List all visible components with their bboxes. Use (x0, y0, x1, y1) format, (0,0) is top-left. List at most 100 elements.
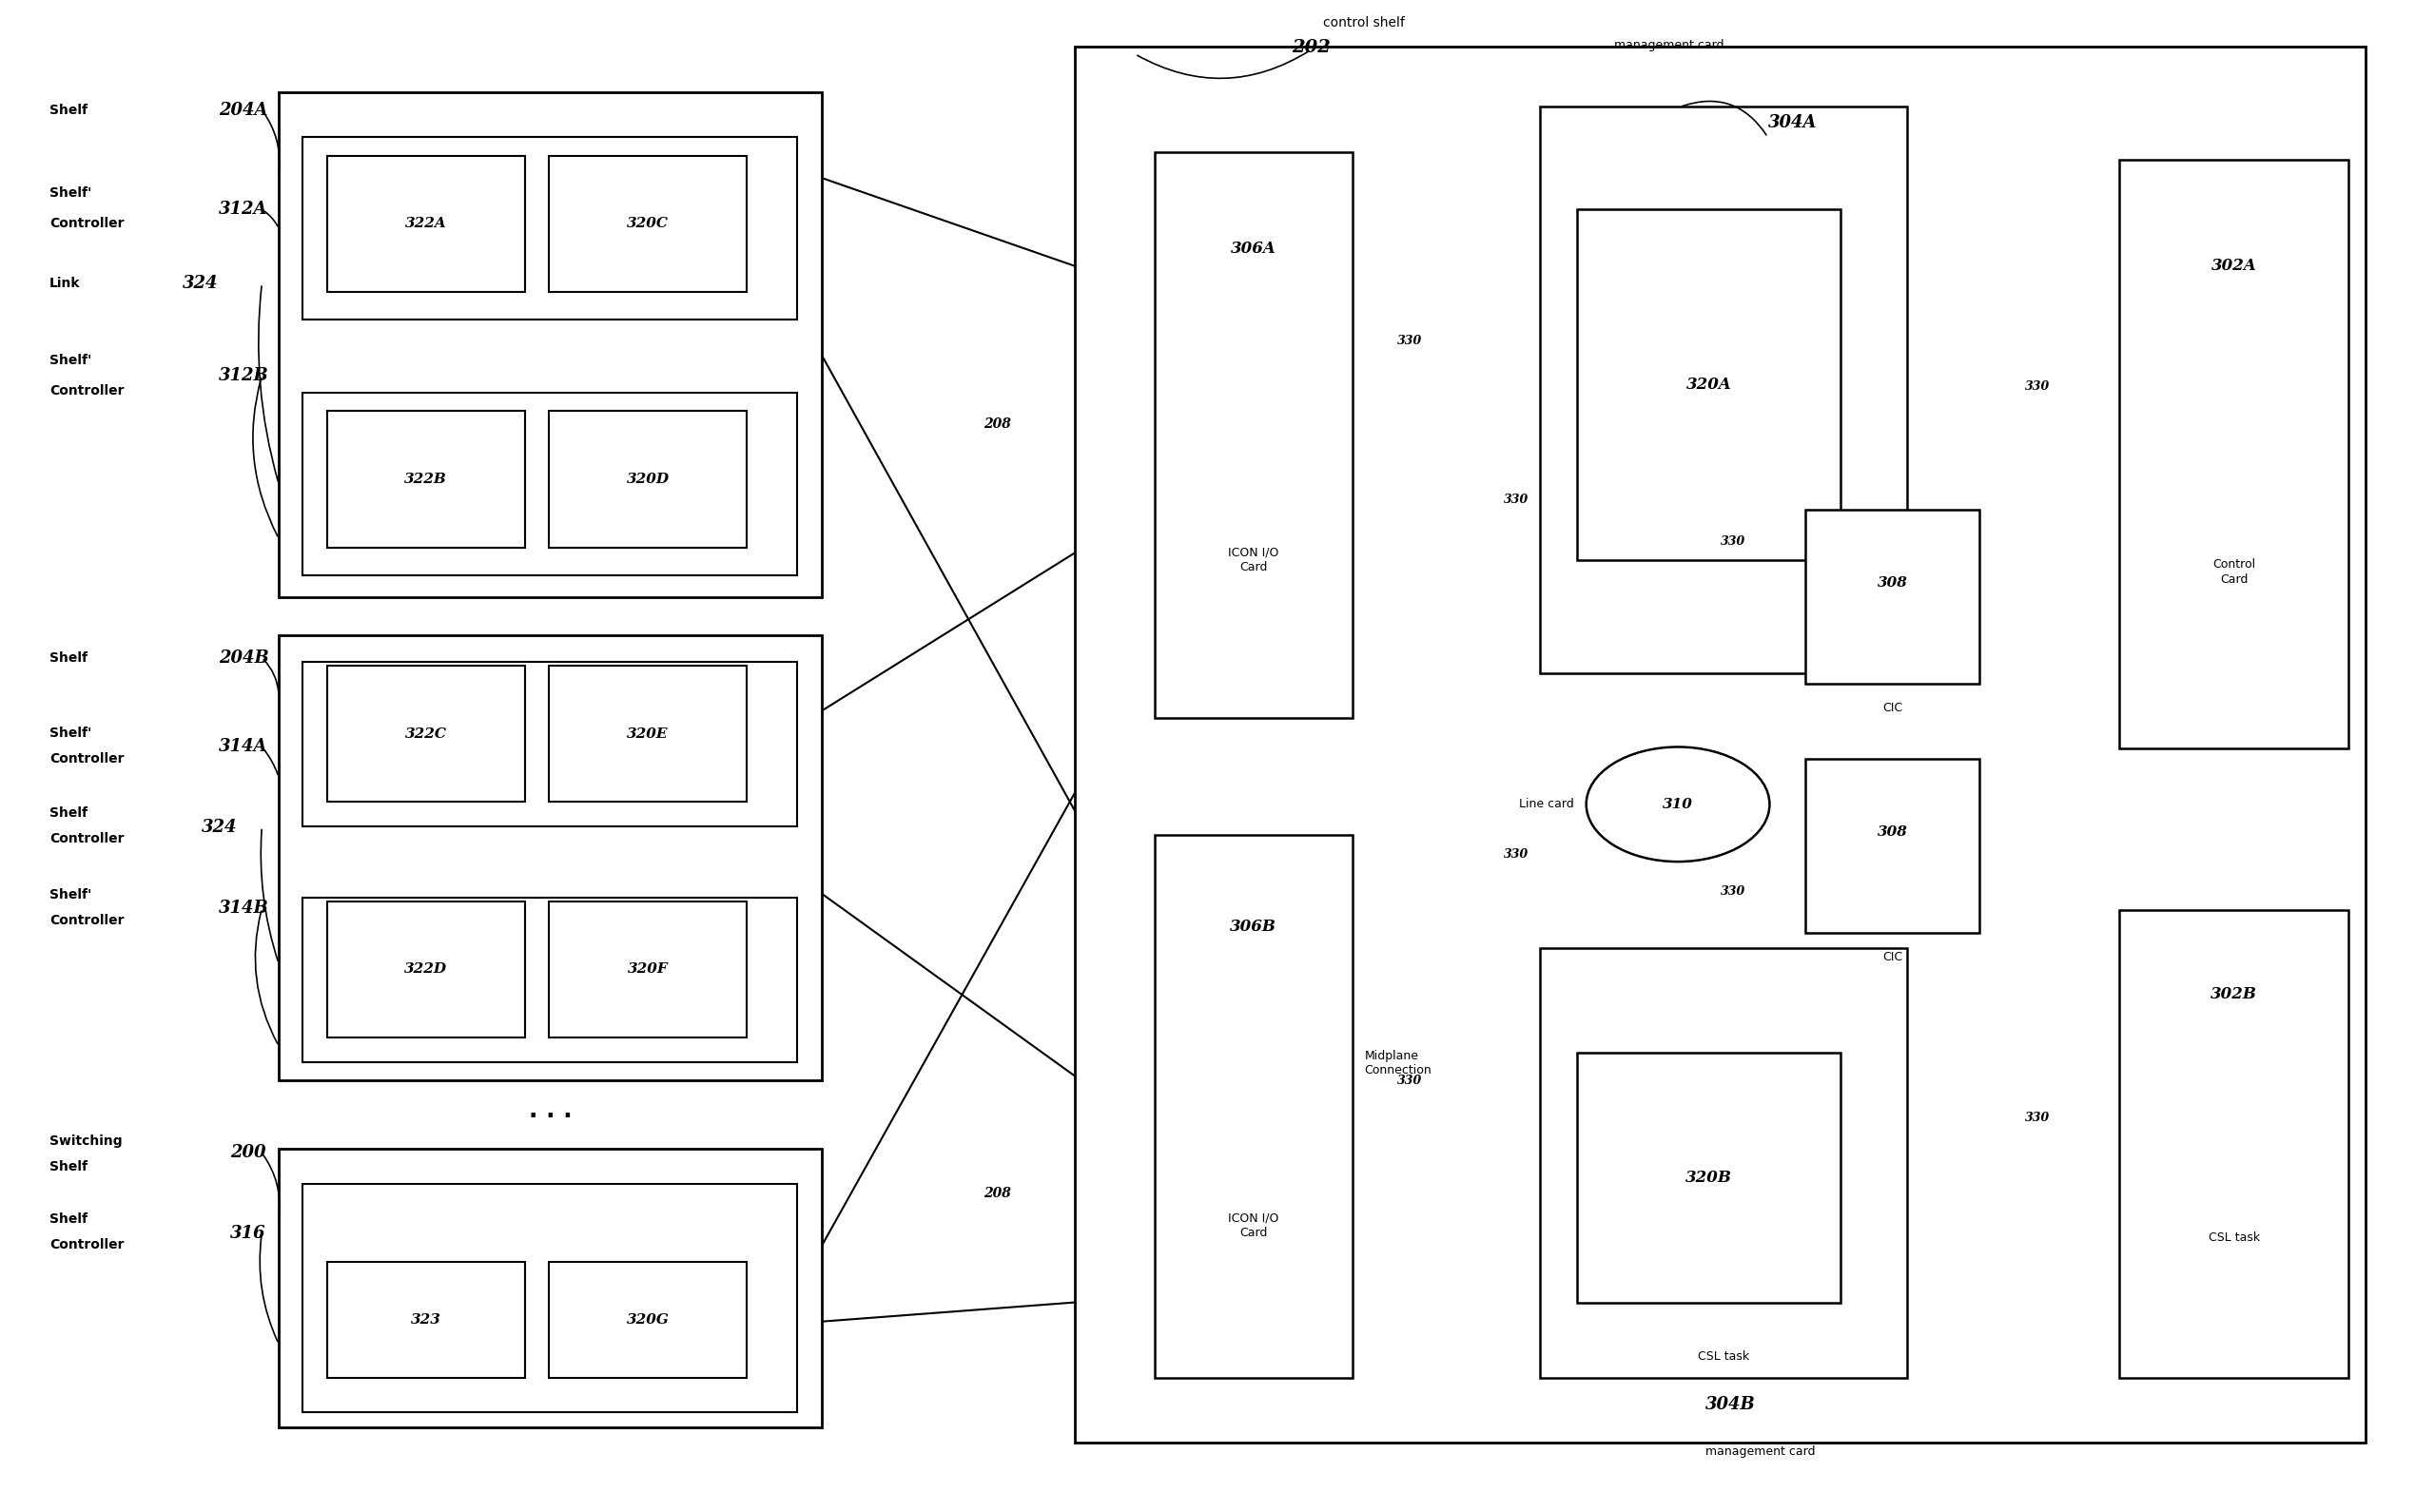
Text: Shelf: Shelf (51, 103, 87, 116)
Text: 330: 330 (2024, 1111, 2050, 1125)
Text: 302A: 302A (2212, 257, 2256, 274)
Text: CIC: CIC (1884, 951, 1903, 963)
Text: 320G: 320G (625, 1314, 669, 1328)
Text: Controller: Controller (51, 216, 123, 230)
FancyBboxPatch shape (302, 1184, 797, 1412)
Text: 312B: 312B (217, 367, 268, 384)
Text: 200: 200 (229, 1145, 266, 1161)
Text: Shelf': Shelf' (51, 888, 92, 901)
Text: 320F: 320F (628, 963, 669, 977)
FancyBboxPatch shape (326, 411, 524, 547)
FancyBboxPatch shape (1577, 209, 1840, 559)
Text: 204A: 204A (217, 101, 268, 118)
Text: 322D: 322D (403, 963, 447, 977)
Text: 302B: 302B (2210, 986, 2258, 1002)
FancyBboxPatch shape (1154, 153, 1352, 718)
Text: Shelf': Shelf' (51, 727, 92, 739)
Text: 324: 324 (200, 818, 237, 836)
FancyBboxPatch shape (278, 635, 821, 1081)
Text: 322A: 322A (406, 218, 447, 230)
Text: 310: 310 (1664, 798, 1693, 810)
FancyBboxPatch shape (1577, 1052, 1840, 1302)
Text: 324: 324 (181, 275, 217, 292)
Text: ICON I/O
Card: ICON I/O Card (1227, 1213, 1278, 1240)
Text: Shelf': Shelf' (51, 354, 92, 367)
FancyBboxPatch shape (548, 665, 746, 801)
FancyBboxPatch shape (1541, 107, 1908, 673)
Text: 314B: 314B (217, 900, 268, 916)
FancyBboxPatch shape (278, 92, 821, 597)
Text: Shelf: Shelf (51, 1213, 87, 1226)
Text: Switching: Switching (51, 1134, 123, 1148)
Text: management card: management card (1705, 1445, 1816, 1458)
Text: 330: 330 (1398, 334, 1422, 348)
FancyBboxPatch shape (2120, 160, 2347, 748)
Text: 304A: 304A (1768, 115, 1816, 132)
Text: 208: 208 (983, 417, 1012, 431)
Text: Link: Link (51, 277, 80, 290)
FancyBboxPatch shape (1806, 759, 1980, 933)
FancyBboxPatch shape (2120, 910, 2347, 1377)
Text: Controller: Controller (51, 753, 123, 765)
Text: 320B: 320B (1686, 1170, 1732, 1185)
Text: Controller: Controller (51, 1238, 123, 1252)
Text: CSL task: CSL task (2207, 1231, 2260, 1244)
FancyBboxPatch shape (1075, 47, 2364, 1442)
Text: control shelf: control shelf (1323, 17, 1406, 30)
Text: 208: 208 (983, 1187, 1012, 1201)
Text: 316: 316 (229, 1225, 266, 1241)
FancyBboxPatch shape (1806, 510, 1980, 683)
FancyBboxPatch shape (302, 662, 797, 827)
Text: Shelf: Shelf (51, 1160, 87, 1173)
Text: 304B: 304B (1705, 1396, 1756, 1414)
Text: 330: 330 (1722, 886, 1746, 898)
FancyBboxPatch shape (548, 156, 746, 292)
Text: 323: 323 (411, 1314, 442, 1328)
Text: Line card: Line card (1519, 798, 1575, 810)
Text: 322B: 322B (406, 473, 447, 485)
Text: 308: 308 (1876, 576, 1908, 590)
Text: Midplane
Connection: Midplane Connection (1364, 1049, 1432, 1077)
Text: 330: 330 (2024, 380, 2050, 393)
FancyBboxPatch shape (548, 901, 746, 1037)
FancyBboxPatch shape (326, 156, 524, 292)
FancyBboxPatch shape (278, 1149, 821, 1427)
Text: Shelf': Shelf' (51, 186, 92, 200)
Text: 330: 330 (1505, 493, 1529, 505)
Text: 202: 202 (1292, 39, 1331, 56)
Text: 320C: 320C (628, 218, 669, 230)
Text: Controller: Controller (51, 913, 123, 927)
Text: Control
Card: Control Card (2212, 558, 2256, 585)
Text: 308: 308 (1876, 826, 1908, 839)
Text: 314A: 314A (217, 738, 268, 756)
Text: 312A: 312A (217, 201, 268, 218)
Text: 306B: 306B (1229, 919, 1278, 934)
Text: 320D: 320D (625, 473, 669, 485)
Text: Shelf: Shelf (51, 807, 87, 820)
Text: Controller: Controller (51, 384, 123, 398)
FancyBboxPatch shape (302, 393, 797, 575)
FancyBboxPatch shape (302, 138, 797, 319)
Text: Controller: Controller (51, 833, 123, 845)
Text: 330: 330 (1505, 848, 1529, 860)
Text: 322C: 322C (406, 727, 447, 741)
Text: management card: management card (1613, 39, 1724, 51)
Text: Shelf: Shelf (51, 652, 87, 665)
FancyBboxPatch shape (548, 411, 746, 547)
FancyBboxPatch shape (326, 665, 524, 801)
Text: 330: 330 (1722, 535, 1746, 547)
Text: 320A: 320A (1686, 376, 1732, 393)
FancyBboxPatch shape (1154, 835, 1352, 1377)
Text: ICON I/O
Card: ICON I/O Card (1227, 546, 1278, 573)
FancyBboxPatch shape (326, 1263, 524, 1379)
Text: 306A: 306A (1232, 240, 1275, 257)
Text: 204B: 204B (217, 649, 268, 667)
FancyBboxPatch shape (548, 1263, 746, 1379)
Text: 330: 330 (1398, 1075, 1422, 1087)
Text: CIC: CIC (1884, 702, 1903, 714)
Text: CSL task: CSL task (1698, 1350, 1748, 1362)
FancyBboxPatch shape (326, 901, 524, 1037)
Text: 320E: 320E (628, 727, 669, 741)
Text: . . .: . . . (529, 1099, 572, 1122)
FancyBboxPatch shape (302, 898, 797, 1063)
